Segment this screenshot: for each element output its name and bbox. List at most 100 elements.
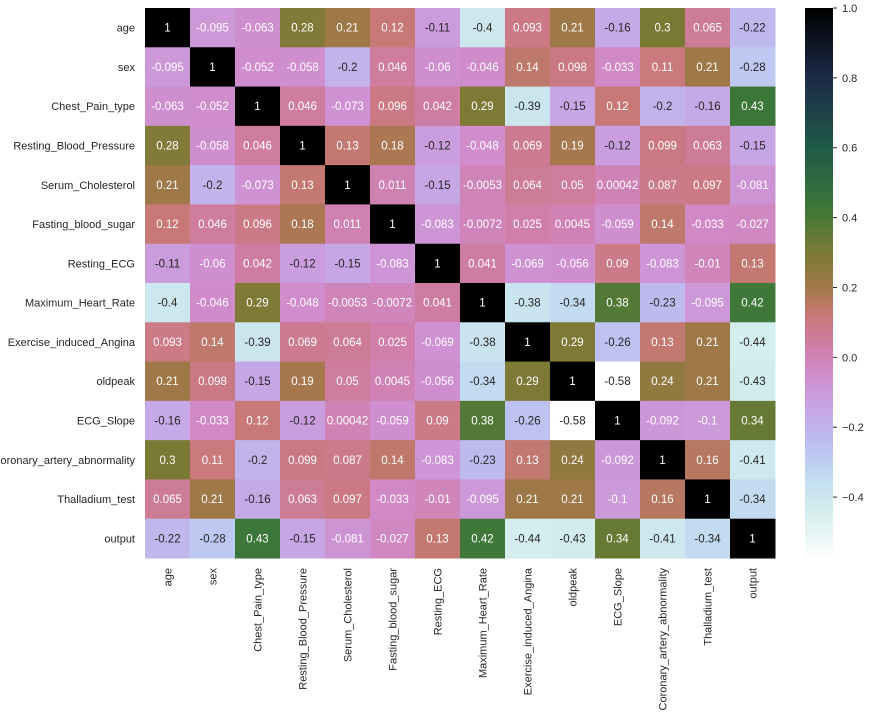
heatmap-cell bbox=[370, 440, 416, 480]
cell-value-label: -0.092 bbox=[646, 416, 679, 428]
cell-value-label: -0.15 bbox=[244, 376, 270, 388]
cell-value-label: 1 bbox=[569, 376, 575, 388]
cell-value-label: -0.0053 bbox=[463, 180, 502, 192]
x-tick-label: Coronary_artery_abnormality bbox=[658, 568, 670, 711]
heatmap-cell bbox=[640, 47, 686, 88]
heatmap-cell bbox=[325, 283, 371, 323]
colorbar-tick-label: −0.2 bbox=[842, 422, 864, 434]
cell-value-label: -0.048 bbox=[286, 298, 319, 310]
heatmap-cell bbox=[685, 8, 731, 48]
cell-value-label: -0.058 bbox=[286, 62, 319, 74]
cell-value-label: -0.1 bbox=[608, 494, 628, 506]
heatmap-cell bbox=[370, 8, 416, 48]
heatmap-cell bbox=[460, 125, 506, 166]
cell-value-label: 0.087 bbox=[648, 180, 677, 192]
cell-value-label: -0.11 bbox=[425, 23, 450, 35]
heatmap-cell bbox=[460, 204, 506, 245]
heatmap-cell bbox=[550, 47, 596, 88]
heatmap-cell bbox=[280, 8, 326, 48]
colorbar-tick-label: 0.0 bbox=[842, 352, 857, 364]
cell-value-label: -0.046 bbox=[466, 62, 499, 74]
heatmap-cell bbox=[190, 47, 236, 88]
heatmap-cell bbox=[505, 400, 551, 441]
x-tick-label: Fasting_blood_sugar bbox=[388, 568, 400, 671]
heatmap-cell bbox=[505, 47, 551, 88]
cell-value-label: 0.064 bbox=[333, 337, 362, 349]
cell-value-label: 0.13 bbox=[291, 180, 313, 192]
cell-value-label: -0.081 bbox=[331, 533, 364, 545]
heatmap-cell bbox=[325, 440, 371, 480]
heatmap-cell bbox=[280, 400, 326, 441]
x-tick-label: output bbox=[748, 568, 760, 599]
cell-value-label: -0.033 bbox=[691, 219, 724, 231]
heatmap-cell bbox=[325, 204, 371, 245]
cell-value-label: -0.059 bbox=[601, 219, 634, 231]
cell-value-label: 0.046 bbox=[198, 219, 227, 231]
heatmap-cell bbox=[550, 518, 596, 559]
heatmap-cell bbox=[145, 518, 191, 559]
heatmap-cell bbox=[370, 243, 416, 284]
heatmap-cell bbox=[550, 479, 596, 520]
cell-value-label: 0.042 bbox=[423, 101, 452, 113]
cell-value-label: 0.34 bbox=[606, 533, 629, 545]
cell-value-label: -0.1 bbox=[698, 416, 718, 428]
cell-value-label: 0.064 bbox=[513, 180, 542, 192]
colorbar-tick-label: 0.2 bbox=[842, 282, 857, 294]
cell-value-label: -0.26 bbox=[604, 337, 630, 349]
y-tick-label: oldpeak bbox=[96, 376, 135, 388]
cell-value-label: -0.28 bbox=[199, 533, 225, 545]
heatmap-cell bbox=[460, 47, 506, 88]
heatmap-cell bbox=[685, 479, 731, 520]
cell-value-label: -0.38 bbox=[469, 337, 495, 349]
heatmap-cell bbox=[730, 283, 776, 323]
cell-value-label: 1 bbox=[299, 141, 305, 153]
heatmap-cell bbox=[595, 165, 641, 205]
heatmap-cell bbox=[190, 243, 236, 284]
heatmap-cell bbox=[550, 125, 596, 166]
cell-value-label: 0.18 bbox=[381, 141, 403, 153]
cell-value-label: 0.13 bbox=[426, 533, 448, 545]
cell-value-label: -0.046 bbox=[196, 298, 229, 310]
heatmap-cell bbox=[595, 361, 641, 402]
cell-value-label: -0.58 bbox=[559, 416, 585, 428]
heatmap-cell bbox=[730, 86, 776, 127]
cell-value-label: 0.13 bbox=[741, 258, 763, 270]
cell-value-label: 0.21 bbox=[696, 62, 718, 74]
heatmap-cell bbox=[505, 243, 551, 284]
cell-value-label: 0.063 bbox=[693, 141, 722, 153]
x-tick-label: age bbox=[163, 568, 175, 586]
cell-value-label: -0.12 bbox=[604, 141, 630, 153]
heatmap-cell bbox=[280, 125, 326, 166]
cell-value-label: 0.00042 bbox=[327, 416, 369, 428]
cell-value-label: 0.011 bbox=[334, 219, 362, 231]
cell-value-label: 0.096 bbox=[243, 219, 272, 231]
heatmap-cell bbox=[505, 8, 551, 48]
cell-value-label: -0.06 bbox=[199, 258, 225, 270]
heatmap-cell bbox=[415, 8, 461, 48]
y-axis-tick-labels: age sex Chest_Pain_type Resting_Blood_Press… bbox=[0, 23, 136, 546]
cell-value-label: 0.24 bbox=[561, 455, 584, 467]
colorbar: 1.0 0.8 0.6 0.4 0.2 0.0 −0.2 −0.4 bbox=[805, 3, 864, 560]
cell-value-label: -0.059 bbox=[376, 416, 409, 428]
heatmap-cell bbox=[190, 518, 236, 559]
cell-value-label: 0.098 bbox=[558, 62, 587, 74]
heatmap-cell bbox=[685, 86, 731, 127]
heatmap-cell bbox=[235, 479, 281, 520]
heatmap-cell bbox=[730, 400, 776, 441]
heatmap-cell bbox=[685, 400, 731, 441]
cell-value-label: 0.093 bbox=[513, 23, 542, 35]
colorbar-tick-label: 1.0 bbox=[842, 3, 857, 15]
heatmap-cell bbox=[685, 283, 731, 323]
cell-value-label: 0.43 bbox=[246, 533, 268, 545]
cell-value-label: 0.13 bbox=[516, 455, 538, 467]
heatmap-cell bbox=[685, 125, 731, 166]
cell-value-label: -0.28 bbox=[739, 62, 765, 74]
heatmap-cell bbox=[190, 165, 236, 205]
cell-value-label: -0.027 bbox=[736, 219, 769, 231]
heatmap-cell bbox=[235, 47, 281, 88]
heatmap-cell bbox=[370, 283, 416, 323]
cell-value-label: -0.11 bbox=[155, 258, 180, 270]
heatmap-cell bbox=[235, 400, 281, 441]
x-tick-label: sex bbox=[208, 568, 220, 586]
heatmap-cell bbox=[325, 518, 371, 559]
